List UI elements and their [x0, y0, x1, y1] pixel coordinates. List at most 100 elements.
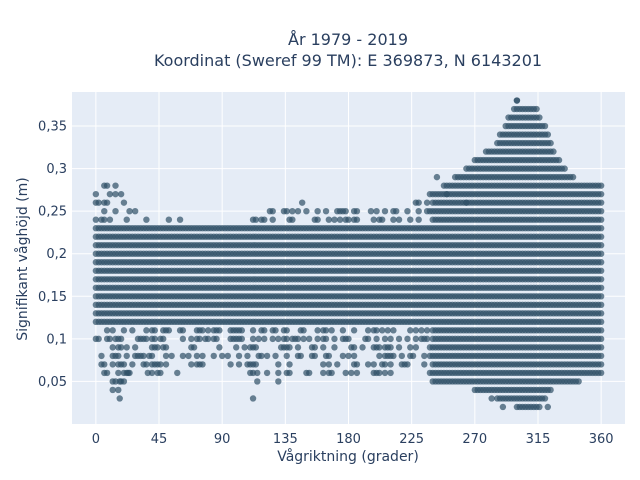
data-point	[151, 335, 159, 343]
data-point	[112, 190, 119, 198]
data-point	[597, 207, 605, 215]
data-point	[109, 378, 116, 385]
data-point	[387, 361, 394, 368]
data-point	[345, 352, 352, 360]
data-point	[336, 216, 344, 223]
data-point	[597, 369, 605, 377]
data-point	[123, 216, 130, 223]
data-point	[328, 369, 335, 377]
data-point	[210, 352, 217, 360]
chart-title: År 1979 - 2019 Koordinat (Sweref 99 TM):…	[154, 30, 542, 70]
data-point	[213, 335, 220, 343]
data-point	[555, 156, 563, 164]
data-point	[106, 216, 114, 223]
data-point	[597, 216, 605, 223]
data-point	[188, 361, 195, 368]
data-point	[395, 335, 403, 343]
data-point	[204, 327, 212, 334]
data-point	[544, 403, 552, 411]
data-point	[254, 369, 261, 377]
data-point	[342, 207, 349, 215]
data-point	[272, 352, 279, 360]
data-point	[109, 344, 116, 351]
data-point	[298, 199, 306, 206]
data-point	[597, 242, 605, 249]
data-point	[129, 327, 136, 334]
data-point	[412, 327, 420, 334]
data-point	[325, 361, 333, 368]
data-point	[112, 207, 119, 215]
data-point	[597, 344, 605, 351]
data-point	[235, 352, 243, 360]
data-point	[116, 395, 123, 402]
data-point	[597, 327, 605, 334]
data-point	[190, 344, 198, 351]
data-point	[241, 344, 248, 351]
data-point	[300, 327, 307, 334]
x-tick-label: 135	[273, 432, 298, 447]
data-point	[544, 131, 552, 138]
data-point	[294, 207, 302, 215]
data-point	[412, 335, 420, 343]
data-point	[395, 216, 403, 223]
data-point	[404, 361, 411, 368]
data-point	[103, 369, 111, 377]
data-point	[384, 327, 391, 334]
data-point	[174, 369, 181, 377]
y-tick-label: 0,35	[38, 120, 67, 135]
x-tick-label: 270	[462, 432, 487, 447]
data-point	[103, 199, 111, 206]
data-point	[261, 327, 268, 334]
data-point	[376, 344, 383, 351]
data-point	[306, 369, 313, 377]
data-point	[199, 361, 206, 368]
data-point	[124, 369, 132, 377]
data-point	[272, 327, 279, 334]
data-point	[255, 335, 262, 343]
data-point	[297, 352, 304, 360]
data-point	[334, 361, 341, 368]
data-point	[533, 105, 540, 113]
data-point	[314, 216, 321, 223]
data-point	[547, 386, 554, 394]
data-point	[314, 327, 321, 334]
data-point	[350, 344, 358, 351]
data-point	[233, 344, 240, 351]
data-point	[193, 352, 201, 360]
data-point	[311, 344, 319, 351]
data-point	[252, 216, 260, 223]
data-point	[353, 216, 361, 223]
data-point	[381, 335, 389, 343]
data-point	[179, 352, 187, 360]
data-point	[120, 199, 128, 206]
data-point	[381, 207, 389, 215]
data-point	[109, 386, 116, 394]
data-point	[331, 335, 338, 343]
data-point	[325, 216, 333, 223]
data-point	[407, 327, 414, 334]
data-point	[176, 216, 184, 223]
y-tick-label: 0,15	[38, 290, 67, 305]
data-point	[597, 301, 605, 309]
data-point	[322, 207, 330, 215]
x-tick-labels: 0 45 90 135 180 225 270 315 360	[92, 432, 614, 447]
data-point	[373, 207, 380, 215]
data-point	[123, 352, 130, 360]
data-point	[499, 403, 507, 411]
data-point	[129, 361, 136, 368]
data-point	[597, 361, 605, 368]
data-point	[116, 378, 123, 385]
data-point	[283, 327, 290, 334]
data-point	[275, 369, 282, 377]
data-point	[426, 190, 434, 198]
data-point	[409, 352, 417, 360]
data-point	[348, 369, 355, 377]
data-point	[390, 327, 397, 334]
data-point	[433, 173, 441, 181]
data-point	[101, 361, 108, 368]
data-point	[106, 190, 114, 198]
data-point	[561, 165, 568, 172]
data-point	[289, 216, 296, 223]
data-point	[286, 369, 293, 377]
